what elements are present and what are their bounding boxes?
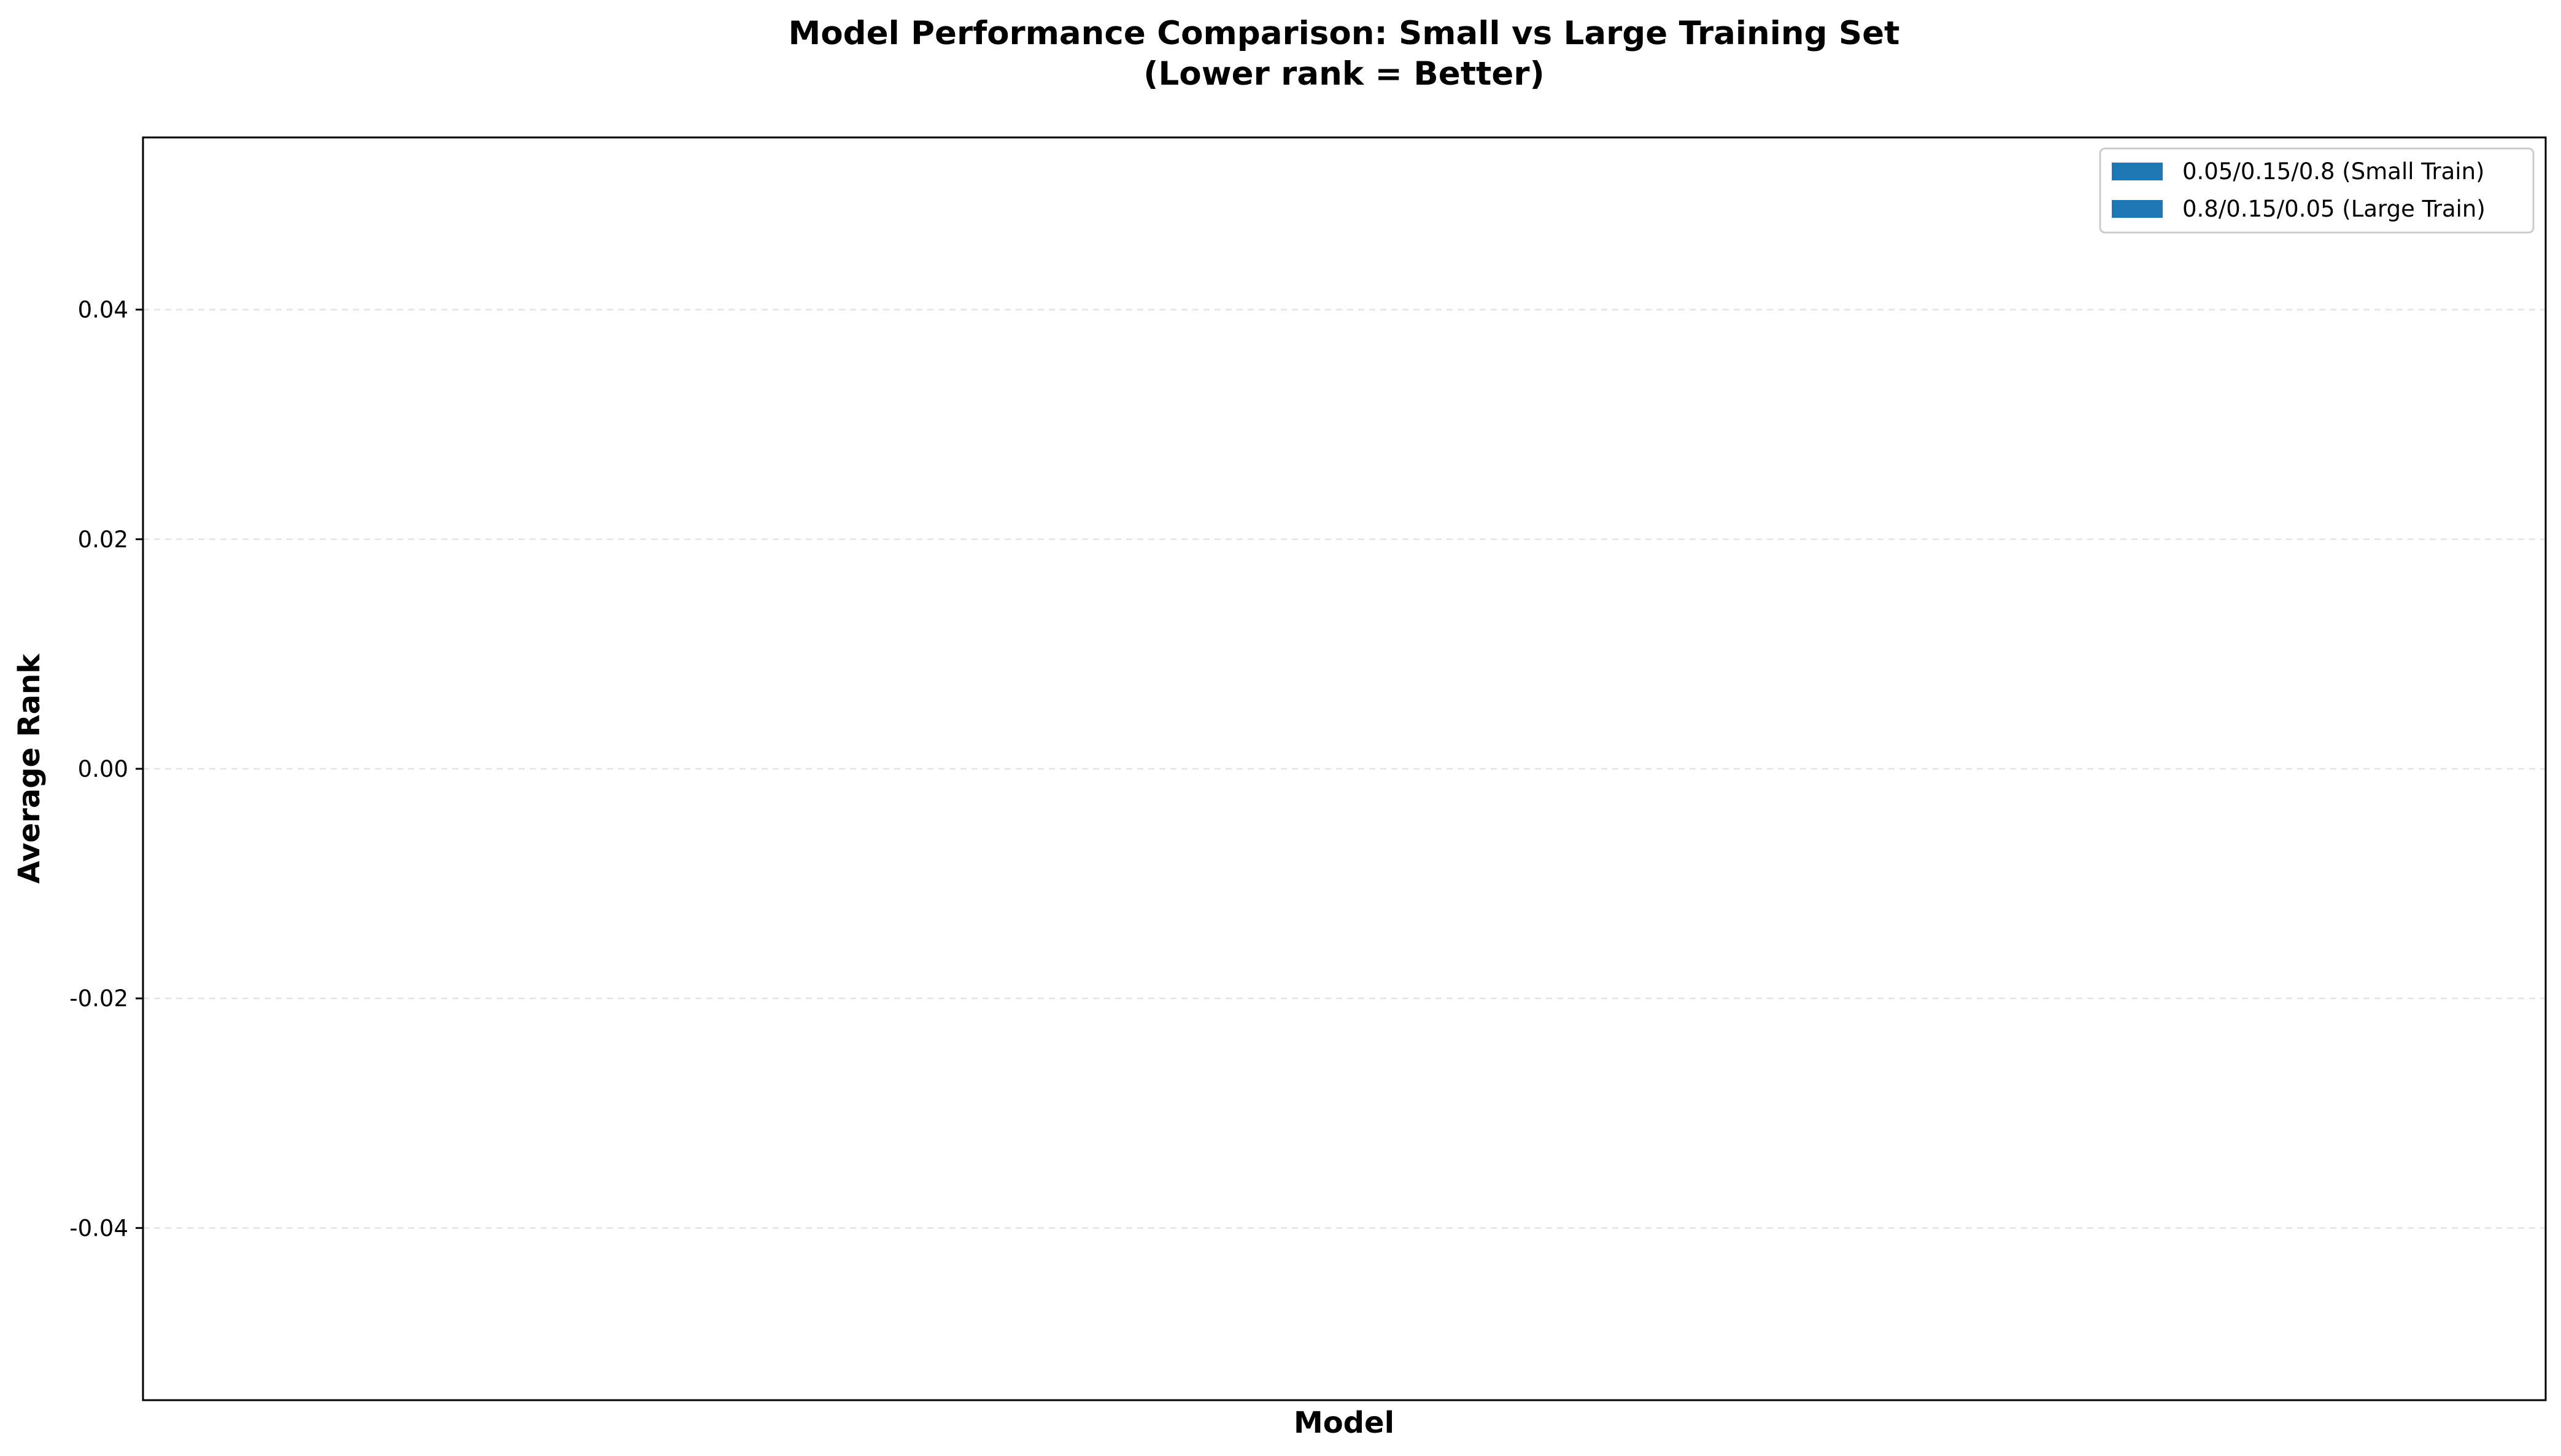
legend-swatch-small-train [2112,163,2163,180]
legend-swatch-large-train [2112,200,2163,218]
x-axis-label: Model [1294,1406,1394,1440]
y-tick-label: 0.02 [78,526,128,553]
legend-label-large-train: 0.8/0.15/0.05 (Large Train) [2182,196,2486,222]
gridlines [143,309,2546,1229]
legend: 0.05/0.15/0.8 (Small Train) 0.8/0.15/0.0… [2099,147,2535,234]
y-tick-label: 0.00 [78,756,128,782]
chart-subtitle: (Lower rank = Better) [1143,55,1544,93]
y-axis-label: Average Rank [12,653,47,884]
y-tick-label: 0.04 [78,297,128,323]
y-tick-label: -0.02 [69,985,128,1012]
y-tick-label: -0.04 [69,1215,128,1241]
legend-label-small-train: 0.05/0.15/0.8 (Small Train) [2182,158,2484,185]
y-axis-ticks: 0.04 0.02 0.00 -0.02 -0.04 [69,297,143,1241]
legend-box [2099,147,2535,234]
chart-title: Model Performance Comparison: Small vs L… [789,15,1900,52]
